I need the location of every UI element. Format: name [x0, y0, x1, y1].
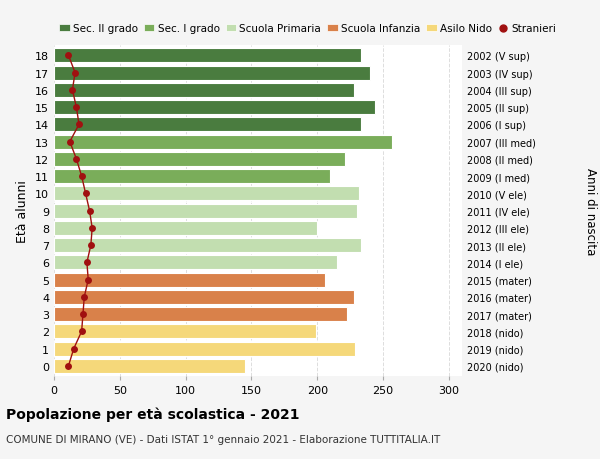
Point [77, 173, 86, 180]
Point [86, 242, 95, 249]
Point [71, 156, 81, 163]
Point [71, 104, 81, 112]
Y-axis label: Età alunni: Età alunni [16, 180, 29, 242]
Point [70, 70, 80, 77]
Bar [54, 342, 355, 356]
Bar [54, 290, 354, 304]
Point [82, 259, 92, 266]
Point [83, 276, 93, 284]
Point [78, 311, 88, 318]
Point [85, 207, 94, 215]
Bar [54, 135, 392, 149]
Point [74, 121, 84, 129]
Bar [54, 221, 317, 235]
Point [64, 52, 73, 60]
Bar [54, 49, 361, 63]
Point [77, 328, 86, 335]
Bar [54, 187, 359, 201]
Bar [54, 84, 354, 98]
Point [68, 87, 77, 95]
Bar [54, 239, 361, 252]
Bar [54, 308, 347, 321]
Point [88, 225, 97, 232]
Bar [54, 256, 337, 270]
Point [81, 190, 91, 197]
Bar [54, 118, 361, 132]
Bar [54, 325, 316, 339]
Point [64, 363, 73, 370]
Point [69, 345, 79, 353]
Legend: Sec. II grado, Sec. I grado, Scuola Primaria, Scuola Infanzia, Asilo Nido, Stran: Sec. II grado, Sec. I grado, Scuola Prim… [59, 24, 557, 34]
Bar [54, 273, 325, 287]
Text: Popolazione per età scolastica - 2021: Popolazione per età scolastica - 2021 [6, 406, 299, 421]
Bar [54, 152, 345, 167]
Bar [54, 101, 375, 115]
Bar [54, 204, 357, 218]
Bar [54, 67, 370, 80]
Text: COMUNE DI MIRANO (VE) - Dati ISTAT 1° gennaio 2021 - Elaborazione TUTTITALIA.IT: COMUNE DI MIRANO (VE) - Dati ISTAT 1° ge… [6, 434, 440, 444]
Text: Anni di nascita: Anni di nascita [584, 168, 597, 255]
Point [65, 139, 74, 146]
Bar [54, 359, 245, 373]
Bar [54, 170, 331, 184]
Point [79, 294, 89, 301]
